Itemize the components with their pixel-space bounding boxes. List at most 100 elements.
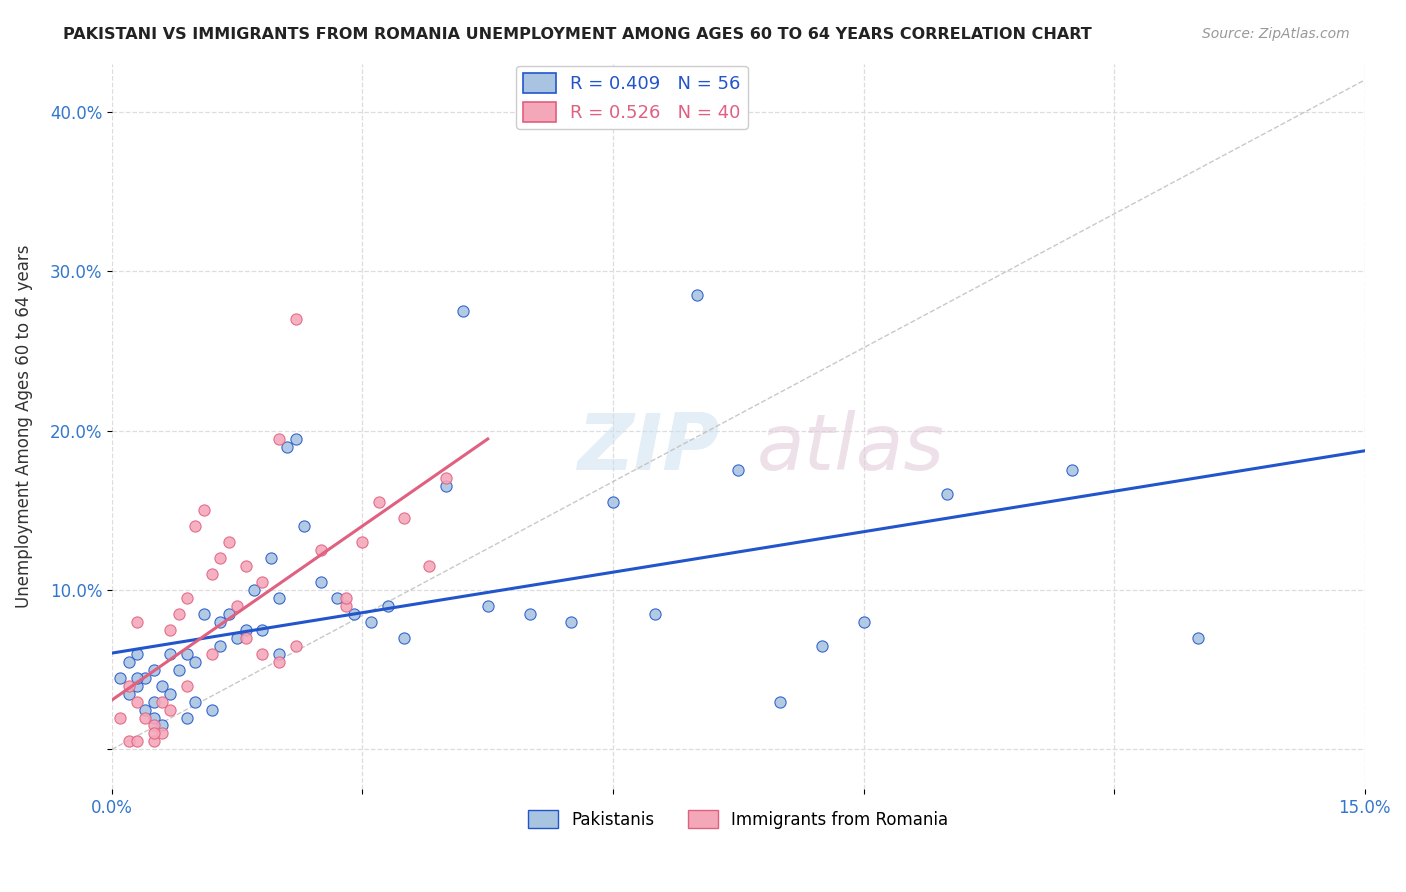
Point bbox=[142, 718, 165, 732]
Point bbox=[259, 551, 281, 566]
Point bbox=[451, 304, 474, 318]
Point bbox=[201, 647, 224, 661]
Legend: Pakistanis, Immigrants from Romania: Pakistanis, Immigrants from Romania bbox=[522, 804, 955, 835]
Text: atlas: atlas bbox=[756, 410, 945, 486]
Point bbox=[209, 639, 232, 653]
Point bbox=[117, 655, 139, 669]
Point bbox=[159, 623, 181, 637]
Point bbox=[226, 599, 249, 613]
Point bbox=[184, 695, 207, 709]
Point bbox=[352, 535, 374, 549]
Point bbox=[117, 734, 139, 748]
Point bbox=[142, 695, 165, 709]
Point bbox=[110, 710, 132, 724]
Point bbox=[193, 503, 215, 517]
Point bbox=[226, 631, 249, 645]
Point bbox=[159, 647, 181, 661]
Point bbox=[284, 639, 307, 653]
Point bbox=[392, 511, 415, 525]
Point bbox=[184, 655, 207, 669]
Point bbox=[335, 591, 357, 605]
Point bbox=[235, 631, 257, 645]
Point bbox=[142, 734, 165, 748]
Point bbox=[218, 535, 240, 549]
Point bbox=[142, 710, 165, 724]
Point bbox=[150, 679, 173, 693]
Point bbox=[159, 702, 181, 716]
Point bbox=[644, 607, 666, 621]
Point bbox=[125, 679, 148, 693]
Point bbox=[267, 591, 290, 605]
Point bbox=[176, 591, 198, 605]
Point bbox=[235, 559, 257, 574]
Point bbox=[267, 647, 290, 661]
Point bbox=[209, 615, 232, 629]
Text: PAKISTANI VS IMMIGRANTS FROM ROMANIA UNEMPLOYMENT AMONG AGES 60 TO 64 YEARS CORR: PAKISTANI VS IMMIGRANTS FROM ROMANIA UNE… bbox=[63, 27, 1092, 42]
Point bbox=[560, 615, 582, 629]
Point bbox=[167, 663, 190, 677]
Point bbox=[267, 655, 290, 669]
Point bbox=[176, 647, 198, 661]
Point bbox=[252, 575, 274, 590]
Point bbox=[150, 695, 173, 709]
Point bbox=[150, 726, 173, 740]
Point bbox=[159, 687, 181, 701]
Y-axis label: Unemployment Among Ages 60 to 64 years: Unemployment Among Ages 60 to 64 years bbox=[15, 245, 32, 608]
Point bbox=[167, 607, 190, 621]
Point bbox=[142, 726, 165, 740]
Point bbox=[110, 671, 132, 685]
Point bbox=[418, 559, 440, 574]
Point bbox=[252, 623, 274, 637]
Point bbox=[218, 607, 240, 621]
Point bbox=[1187, 631, 1209, 645]
Text: Source: ZipAtlas.com: Source: ZipAtlas.com bbox=[1202, 27, 1350, 41]
Point bbox=[434, 471, 457, 485]
Point bbox=[193, 607, 215, 621]
Point bbox=[284, 312, 307, 326]
Point bbox=[392, 631, 415, 645]
Point bbox=[811, 639, 834, 653]
Point bbox=[125, 615, 148, 629]
Point bbox=[335, 599, 357, 613]
Point bbox=[377, 599, 399, 613]
Point bbox=[243, 582, 266, 597]
Point bbox=[125, 734, 148, 748]
Point bbox=[117, 687, 139, 701]
Point bbox=[292, 519, 315, 533]
Point bbox=[125, 695, 148, 709]
Text: ZIP: ZIP bbox=[578, 410, 720, 486]
Point bbox=[142, 663, 165, 677]
Point bbox=[434, 479, 457, 493]
Point bbox=[727, 463, 749, 477]
Point bbox=[134, 710, 156, 724]
Point bbox=[602, 495, 624, 509]
Point bbox=[209, 551, 232, 566]
Point bbox=[150, 718, 173, 732]
Point bbox=[184, 519, 207, 533]
Point bbox=[201, 702, 224, 716]
Point bbox=[134, 671, 156, 685]
Point bbox=[343, 607, 366, 621]
Point bbox=[117, 679, 139, 693]
Point bbox=[519, 607, 541, 621]
Point bbox=[852, 615, 875, 629]
Point bbox=[368, 495, 391, 509]
Point bbox=[1062, 463, 1084, 477]
Point bbox=[176, 679, 198, 693]
Point bbox=[267, 432, 290, 446]
Point bbox=[936, 487, 959, 501]
Point bbox=[309, 575, 332, 590]
Point bbox=[326, 591, 349, 605]
Point bbox=[769, 695, 792, 709]
Point bbox=[276, 440, 298, 454]
Point bbox=[284, 432, 307, 446]
Point bbox=[360, 615, 382, 629]
Point bbox=[125, 647, 148, 661]
Point bbox=[201, 567, 224, 582]
Point bbox=[125, 671, 148, 685]
Point bbox=[176, 710, 198, 724]
Point bbox=[252, 647, 274, 661]
Point bbox=[235, 623, 257, 637]
Point bbox=[685, 288, 707, 302]
Point bbox=[309, 543, 332, 558]
